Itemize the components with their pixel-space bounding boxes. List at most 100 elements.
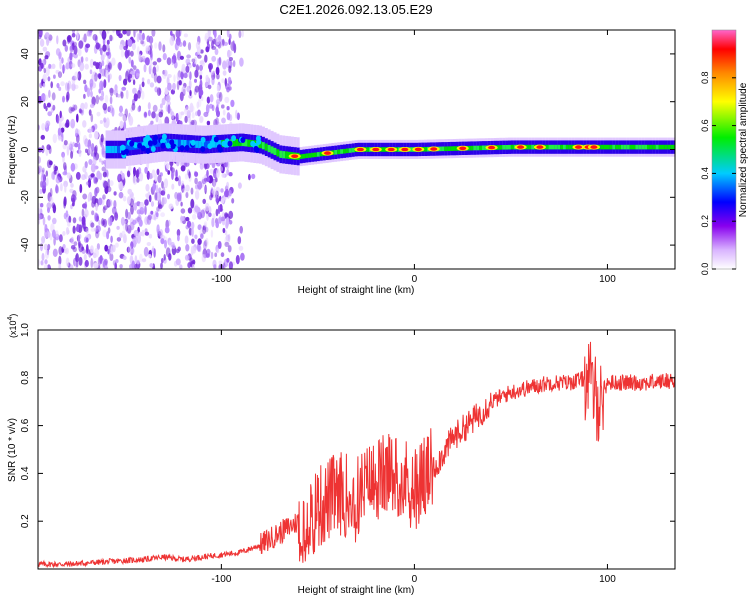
heatmap-core-cell	[557, 144, 561, 150]
heatmap-noise-cell	[99, 120, 103, 124]
heatmap-noise-cell	[175, 169, 178, 180]
heatmap-core-cell	[319, 151, 323, 157]
heatmap-noise-cell	[177, 51, 181, 59]
heatmap-noise-cell	[176, 71, 181, 82]
heatmap-noise-cell	[47, 76, 51, 82]
heatmap-noise-cell	[206, 120, 211, 126]
heatmap-noise-cell	[42, 83, 46, 88]
heatmap-noise-cell	[58, 263, 62, 269]
heatmap-noise-cell	[65, 94, 69, 103]
heatmap-noise-cell	[151, 72, 155, 79]
heatmap-noise-cell	[93, 175, 96, 184]
snr-scale-base: (x10	[8, 320, 18, 338]
heatmap-noise-cell	[111, 107, 115, 117]
heatmap-noise-cell	[224, 241, 230, 247]
heatmap-noise-cell	[154, 42, 158, 49]
heatmap-noise-cell	[78, 256, 83, 266]
heatmap-noise-cell	[79, 61, 85, 72]
heatmap-noise-cell	[86, 244, 89, 254]
heatmap-noise-cell	[66, 35, 72, 43]
heatmap-noise-cell	[194, 78, 197, 83]
heatmap-noise-cell	[185, 58, 191, 65]
heatmap-noise-cell	[131, 103, 136, 111]
heatmap-noise-cell	[228, 210, 234, 219]
heatmap-core-cell	[621, 144, 624, 150]
heatmap-noise-cell	[202, 226, 207, 235]
heatmap-core-cell	[128, 143, 132, 151]
heatmap-noise-cell	[83, 254, 87, 261]
heatmap-noise-cell	[126, 170, 131, 178]
heatmap-core-cell	[568, 144, 572, 150]
heatmap-noise-cell	[90, 113, 94, 123]
heatmap-core-cell	[198, 140, 202, 149]
heatmap-noise-cell	[205, 237, 209, 248]
heatmap-band-blob	[184, 145, 190, 151]
heatmap-noise-cell	[98, 158, 102, 163]
heatmap-noise-cell	[122, 255, 127, 260]
heatmap-noise-cell	[153, 248, 156, 258]
heatmap-noise-cell	[216, 248, 220, 254]
heatmap-noise-cell	[117, 62, 123, 70]
heatmap-noise-cell	[98, 219, 101, 226]
heatmap-noise-cell	[143, 64, 147, 73]
heatmap-noise-cell	[83, 79, 87, 85]
heatmap-noise-cell	[137, 90, 141, 99]
heatmap-noise-cell	[232, 40, 235, 51]
heatmap-noise-cell	[158, 187, 162, 194]
heatmap-noise-cell	[226, 30, 230, 38]
heatmap-noise-cell	[120, 91, 124, 99]
heatmap-noise-cell	[205, 253, 210, 258]
heatmap-noise-cell	[180, 201, 183, 207]
heatmap-noise-cell	[75, 260, 79, 269]
heatmap-core-cell	[444, 146, 448, 152]
heatmap-noise-cell	[51, 92, 56, 101]
heatmap-noise-cell	[133, 202, 137, 211]
heatmap-noise-cell	[156, 206, 160, 212]
heatmap-noise-cell	[160, 212, 166, 218]
heatmap-noise-cell	[192, 213, 197, 220]
heatmap-noise-cell	[218, 260, 223, 265]
heatmap-noise-cell	[205, 202, 210, 212]
heatmap-noise-cell	[102, 102, 108, 111]
heatmap-noise-cell	[226, 106, 230, 111]
heatmap-noise-cell	[91, 143, 95, 152]
heatmap-noise-cell	[39, 38, 45, 47]
heatmap-band-blob	[179, 145, 185, 152]
heatmap-noise-cell	[164, 239, 167, 249]
heatmap-noise-cell	[156, 168, 160, 175]
heatmap-noise-cell	[151, 245, 155, 254]
heatmap-noise-cell	[136, 168, 140, 179]
heatmap-noise-cell	[84, 259, 89, 268]
heatmap-noise-cell	[183, 108, 188, 115]
heatmap-noise-cell	[128, 56, 132, 64]
heatmap-noise-cell	[221, 173, 226, 178]
figure-title: C2E1.2026.092.13.05.E29	[279, 2, 432, 17]
heatmap-noise-cell	[210, 71, 214, 76]
heatmap-noise-cell	[224, 212, 229, 219]
heatmap-core-cell	[476, 145, 480, 151]
heatmap-band-blob	[120, 144, 126, 151]
heatmap-noise-cell	[160, 109, 164, 115]
heatmap-noise-cell	[90, 173, 95, 178]
heatmap-noise-cell	[89, 259, 94, 268]
heatmap-core-cell	[351, 147, 355, 153]
heatmap-band-blob	[140, 145, 146, 152]
heatmap-noise-cell	[185, 216, 190, 222]
heatmap-core-cell	[479, 145, 483, 151]
heatmap-noise-cell	[101, 166, 107, 172]
heatmap-core-cell	[551, 144, 555, 150]
heatmap-noise-cell	[108, 73, 112, 80]
heatmap-noise-cell	[188, 94, 193, 99]
heatmap-noise-cell	[118, 112, 124, 117]
heatmap-noise-cell	[92, 34, 98, 41]
heatmap-noise-cell	[220, 188, 224, 193]
heatmap-noise-cell	[176, 36, 181, 46]
heatmap-band-blob	[150, 146, 156, 152]
heatmap-noise-cell	[64, 247, 70, 255]
spectrogram-xtick-label: 100	[599, 274, 616, 285]
heatmap-noise-cell	[168, 203, 174, 210]
heatmap-peak-spot	[401, 147, 409, 152]
heatmap-noise-cell	[84, 84, 88, 93]
heatmap-noise-cell	[124, 218, 129, 224]
heatmap-noise-cell	[95, 62, 100, 70]
